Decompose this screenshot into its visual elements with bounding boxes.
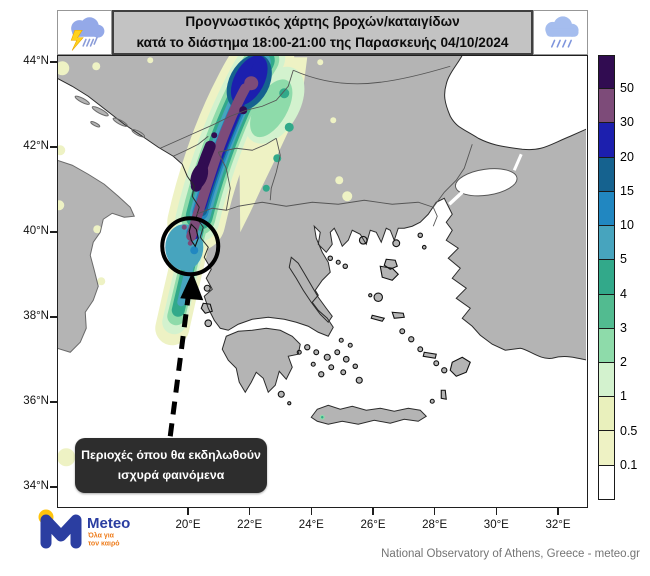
meteo-logo: Meteo Όλα για τον καιρό	[34, 506, 164, 559]
lon-tick-label: 28°E	[422, 519, 448, 531]
page-title: Προγνωστικός χάρτης βροχών/καταιγίδων κα…	[112, 10, 533, 55]
lon-tick-mark	[433, 508, 436, 515]
annotation-text-2: ισχυρά φαινόμενα	[117, 467, 225, 482]
highlight-circle	[160, 216, 221, 277]
lon-tick-mark	[557, 508, 559, 515]
colorbar-value-label: 10	[620, 218, 634, 233]
lon-tick-label: 22°E	[237, 519, 263, 531]
lat-tick-mark	[50, 401, 57, 403]
colorbar-segment	[598, 431, 615, 466]
bosphorus-strait	[512, 153, 523, 171]
annotation-text-1: Περιοχές όπου θα εκδηλωθούν	[81, 448, 261, 463]
precipitation-colorbar	[598, 55, 615, 500]
colorbar-segment	[598, 157, 615, 192]
lat-tick-label: 44°N	[23, 55, 49, 67]
colorbar-value-label: 5	[620, 252, 627, 267]
lon-tick-label: 20°E	[175, 519, 201, 531]
colorbar-value-label: 15	[620, 183, 634, 198]
svg-text:τον καιρό: τον καιρό	[88, 541, 120, 548]
colorbar-value-label: 0.1	[620, 457, 638, 472]
title-banner: Προγνωστικός χάρτης βροχών/καταιγίδων κα…	[57, 10, 588, 55]
logo-m-glyph	[40, 514, 82, 549]
colorbar-segment	[598, 191, 615, 227]
colorbar-value-label: 4	[620, 286, 627, 301]
colorbar-segment	[598, 226, 615, 261]
lon-tick-label: 30°E	[483, 519, 509, 531]
dardanelles-strait	[448, 190, 464, 206]
lon-tick-label: 32°E	[545, 519, 571, 531]
lat-tick-label: 42°N	[23, 140, 49, 152]
lat-tick-label: 38°N	[23, 310, 49, 322]
colorbar-value-label: 1	[620, 389, 627, 404]
lat-tick-mark	[50, 316, 57, 318]
attribution-text: National Observatory of Athens, Greece -…	[381, 548, 640, 560]
annotation-arrow-head	[180, 272, 204, 301]
country-borders	[160, 65, 473, 227]
colorbar-segment	[598, 328, 615, 363]
colorbar-segment	[598, 397, 615, 432]
precipitation-band	[58, 56, 353, 467]
colorbar-segment	[598, 465, 615, 500]
svg-text:Όλα για: Όλα για	[87, 532, 115, 540]
lon-tick-mark	[495, 508, 498, 515]
colorbar-segment	[598, 362, 615, 398]
lon-tick-label: 24°E	[298, 519, 324, 531]
colorbar-value-label: 20	[620, 149, 634, 164]
colorbar-value-label: 30	[620, 115, 634, 130]
sea-of-marmara	[455, 168, 518, 197]
lat-tick-mark	[50, 61, 57, 63]
logo-brand-text: Meteo	[87, 515, 130, 532]
colorbar-value-label: 50	[620, 81, 634, 96]
lat-tick-mark	[50, 146, 57, 148]
title-line-1: Προγνωστικός χάρτης βροχών/καταιγίδων	[185, 14, 460, 30]
colorbar-segment	[598, 294, 615, 329]
light-rain-patches	[58, 57, 353, 467]
lon-tick-label: 26°E	[360, 519, 386, 531]
lon-tick-mark	[187, 508, 189, 515]
map-canvas	[58, 56, 586, 506]
rain-cloud-icon	[533, 10, 588, 55]
annotation-label: Περιοχές όπου θα εκδηλωθούν ισχυρά φαινό…	[75, 438, 267, 493]
title-line-2: κατά το διάστημα 18:00-21:00 της Παρασκε…	[136, 34, 509, 50]
lat-tick-label: 40°N	[23, 225, 49, 237]
lat-tick-mark	[50, 486, 57, 488]
colorbar-segment	[598, 260, 615, 295]
colorbar-value-label: 2	[620, 355, 627, 370]
lat-tick-label: 34°N	[23, 480, 49, 492]
colorbar-segment	[598, 55, 615, 90]
colorbar-segment	[598, 123, 615, 158]
forecast-map	[57, 55, 588, 508]
lon-tick-mark	[372, 508, 374, 515]
lat-tick-mark	[50, 231, 57, 233]
lat-tick-label: 36°N	[23, 395, 49, 407]
lon-tick-mark	[248, 508, 251, 515]
storm-cloud-lightning-icon	[57, 10, 112, 55]
colorbar-value-label: 0.5	[620, 423, 638, 438]
colorbar-segment	[598, 89, 615, 124]
lon-tick-mark	[310, 508, 313, 515]
annotation-arrow-line	[167, 295, 191, 437]
colorbar-value-label: 3	[620, 320, 627, 335]
